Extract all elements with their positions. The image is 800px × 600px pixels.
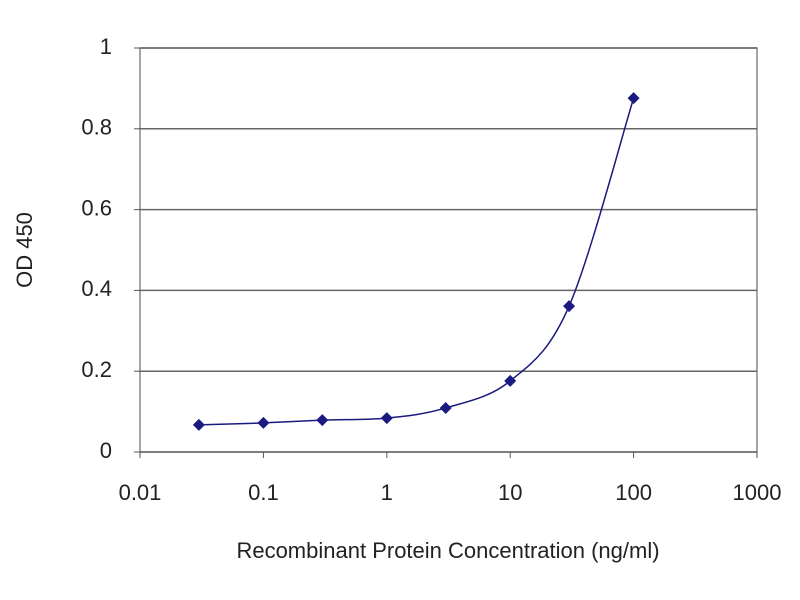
data-point <box>439 401 452 414</box>
x-tick-label: 1000 <box>733 480 782 505</box>
x-tick-label: 1 <box>381 480 393 505</box>
y-axis-label: OD 450 <box>12 212 37 288</box>
y-tick-label: 1 <box>100 34 112 59</box>
y-tick-label: 0.6 <box>81 195 112 220</box>
y-tick-label: 0.4 <box>81 276 112 301</box>
y-tick-label: 0.8 <box>81 115 112 140</box>
x-tick-label: 10 <box>498 480 522 505</box>
x-tick-label: 0.1 <box>248 480 279 505</box>
x-tick-label: 0.01 <box>119 480 162 505</box>
data-point <box>316 414 329 427</box>
plot-area <box>139 47 758 453</box>
y-tick-label: 0 <box>100 438 112 463</box>
x-tick-label: 100 <box>615 480 652 505</box>
data-point <box>192 418 205 431</box>
data-point <box>257 416 270 429</box>
x-axis-label: Recombinant Protein Concentration (ng/ml… <box>236 538 659 563</box>
data-point <box>563 300 576 313</box>
data-point <box>504 374 517 387</box>
data-point <box>380 412 393 425</box>
data-point <box>627 92 640 105</box>
y-tick-label: 0.2 <box>81 357 112 382</box>
